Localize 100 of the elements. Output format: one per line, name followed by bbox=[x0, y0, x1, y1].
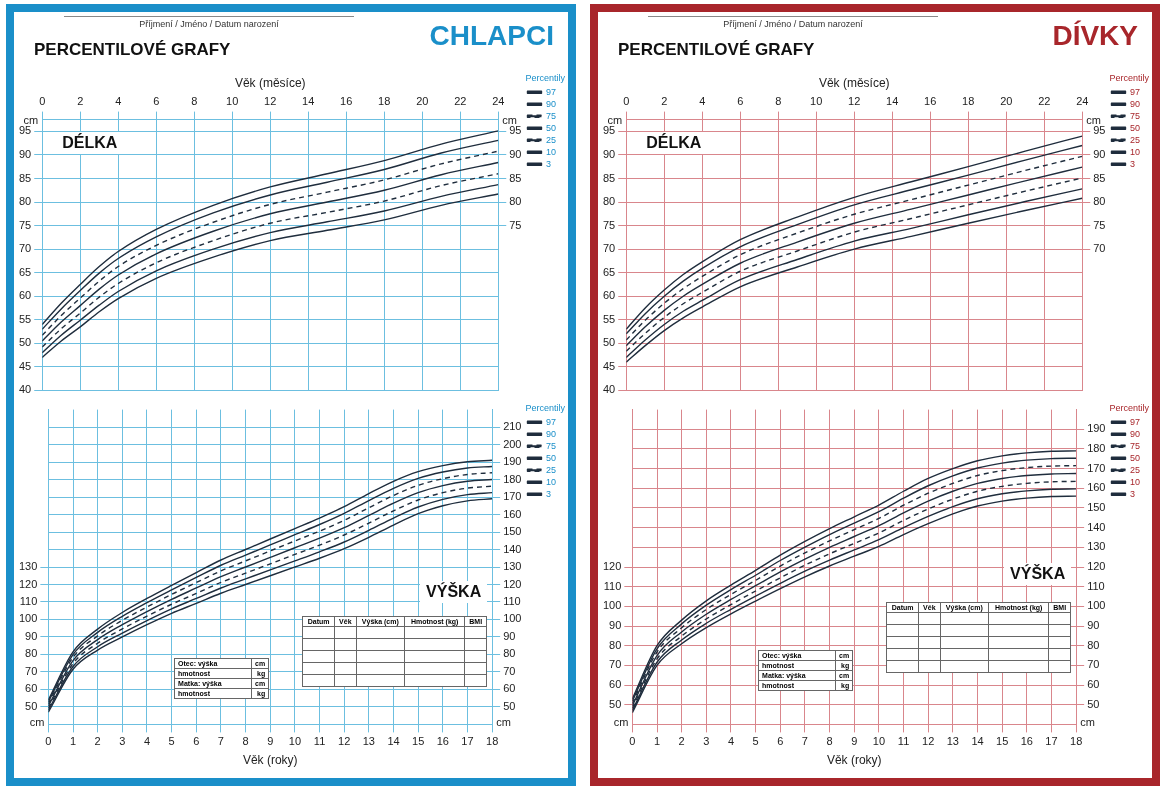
chart-subtitle: DÍVKY bbox=[1052, 20, 1138, 52]
legend-label: 10 bbox=[545, 476, 556, 487]
y-tick-label: 80 bbox=[25, 647, 38, 660]
y-tick-label: 70 bbox=[18, 242, 32, 255]
y-tick-label: 110 bbox=[603, 579, 622, 592]
y2-tick-label: 190 bbox=[503, 455, 522, 468]
legend-label: 3 bbox=[1129, 158, 1135, 169]
x-tick-label: 20 bbox=[416, 95, 429, 108]
y2-tick-label: 60 bbox=[503, 682, 516, 695]
legend-label: 25 bbox=[1129, 134, 1140, 145]
y2-tick-label: 85 bbox=[509, 171, 522, 184]
x-tick-label: 22 bbox=[454, 95, 467, 108]
x-tick-label: 12 bbox=[338, 735, 351, 748]
y2-tick-label: 95 bbox=[509, 124, 522, 137]
y-tick-label: 90 bbox=[609, 619, 622, 632]
text: VÝŠKA bbox=[1004, 563, 1072, 586]
x-tick-label: 10 bbox=[872, 735, 886, 748]
x-tick-label: 12 bbox=[264, 95, 277, 108]
y-tick-label: 90 bbox=[602, 147, 616, 160]
x-tick-label: 16 bbox=[436, 735, 449, 748]
legend-label: 10 bbox=[1129, 476, 1140, 487]
y2-tick-label: 160 bbox=[1087, 481, 1106, 494]
y-tick-label: 55 bbox=[18, 312, 32, 325]
y-tick-label: 80 bbox=[609, 638, 622, 651]
x-axis-title: Věk (roky) bbox=[242, 753, 298, 768]
y-axis-title: cm bbox=[613, 716, 629, 729]
x-tick-label: 9 bbox=[267, 735, 274, 748]
y-tick-label: 90 bbox=[18, 147, 32, 160]
y-tick-label: 50 bbox=[18, 336, 32, 349]
y2-tick-label: 130 bbox=[503, 560, 522, 573]
legend-label: 3 bbox=[545, 488, 551, 499]
x-tick-label: 7 bbox=[801, 735, 808, 748]
legend-title: Percentily bbox=[525, 72, 566, 83]
y2-axis-title: cm bbox=[1086, 113, 1101, 126]
legend-title: Percentily bbox=[525, 402, 566, 413]
y2-tick-label: 190 bbox=[1087, 422, 1106, 435]
y-tick-label: 60 bbox=[18, 289, 32, 302]
y-tick-label: 45 bbox=[18, 359, 32, 372]
x-tick-label: 3 bbox=[119, 735, 126, 748]
x-tick-label: 11 bbox=[897, 735, 910, 748]
y-tick-label: 55 bbox=[602, 312, 616, 325]
x-tick-label: 6 bbox=[193, 735, 200, 748]
x-tick-label: 0 bbox=[623, 95, 630, 108]
y-tick-label: 110 bbox=[19, 595, 38, 608]
x-tick-label: 12 bbox=[848, 95, 861, 108]
legend-label: 25 bbox=[545, 464, 556, 475]
legend-label: 50 bbox=[1129, 122, 1140, 133]
legend-label: 3 bbox=[1129, 488, 1135, 499]
x-tick-label: 16 bbox=[924, 95, 937, 108]
y-tick-label: 95 bbox=[18, 124, 32, 137]
legend-label: 50 bbox=[545, 452, 556, 463]
annotation: DÉLKA bbox=[56, 131, 124, 154]
x-tick-label: 8 bbox=[826, 735, 833, 748]
y2-tick-label: 90 bbox=[509, 147, 522, 160]
x-tick-label: 18 bbox=[1070, 735, 1083, 748]
x-tick-label: 24 bbox=[1076, 95, 1089, 108]
y-tick-label: 100 bbox=[602, 599, 622, 612]
x-tick-label: 2 bbox=[678, 735, 685, 748]
text: Příjmení / Jméno / Datum narození bbox=[648, 16, 938, 29]
y-tick-label: 70 bbox=[602, 242, 616, 255]
x-tick-label: 14 bbox=[387, 735, 400, 748]
y2-tick-label: 85 bbox=[1093, 171, 1106, 184]
x-tick-label: 10 bbox=[288, 735, 302, 748]
legend-label: 50 bbox=[545, 122, 556, 133]
y2-tick-label: 170 bbox=[1087, 461, 1106, 474]
x-tick-label: 10 bbox=[810, 95, 823, 108]
x-tick-label: 9 bbox=[851, 735, 858, 748]
y-tick-label: 60 bbox=[25, 682, 38, 695]
y2-tick-label: 80 bbox=[509, 195, 522, 208]
y2-tick-label: 70 bbox=[1093, 242, 1106, 255]
y-tick-label: 75 bbox=[18, 218, 32, 231]
legend-title: Percentily bbox=[1109, 402, 1150, 413]
x-tick-label: 1 bbox=[653, 735, 661, 748]
x-tick-label: 22 bbox=[1038, 95, 1051, 108]
y2-tick-label: 100 bbox=[1087, 599, 1106, 612]
legend-label: 90 bbox=[1129, 98, 1140, 109]
x-tick-label: 2 bbox=[661, 95, 668, 108]
y2-tick-label: 130 bbox=[1087, 540, 1106, 553]
y-tick-label: 60 bbox=[602, 289, 616, 302]
x-tick-label: 24 bbox=[492, 95, 505, 108]
y-tick-label: 75 bbox=[602, 218, 616, 231]
x-tick-label: 11 bbox=[313, 735, 326, 748]
x-tick-label: 18 bbox=[378, 95, 391, 108]
x-tick-label: 2 bbox=[77, 95, 84, 108]
x-tick-label: 8 bbox=[242, 735, 249, 748]
x-tick-label: 1 bbox=[69, 735, 77, 748]
x-tick-label: 0 bbox=[45, 735, 52, 748]
y-tick-label: 80 bbox=[602, 195, 616, 208]
y2-tick-label: 140 bbox=[1087, 520, 1106, 533]
x-tick-label: 18 bbox=[486, 735, 499, 748]
legend-label: 50 bbox=[1129, 452, 1140, 463]
x-axis-title: Věk (roky) bbox=[826, 753, 882, 768]
x-tick-label: 6 bbox=[777, 735, 784, 748]
legend-label: 75 bbox=[1129, 110, 1140, 121]
y-tick-label: 70 bbox=[25, 664, 38, 677]
legend-label: 10 bbox=[545, 146, 556, 157]
legend-label: 25 bbox=[1129, 464, 1140, 475]
x-tick-label: 0 bbox=[629, 735, 636, 748]
x-tick-label: 4 bbox=[115, 95, 122, 108]
y-tick-label: 90 bbox=[25, 629, 38, 642]
